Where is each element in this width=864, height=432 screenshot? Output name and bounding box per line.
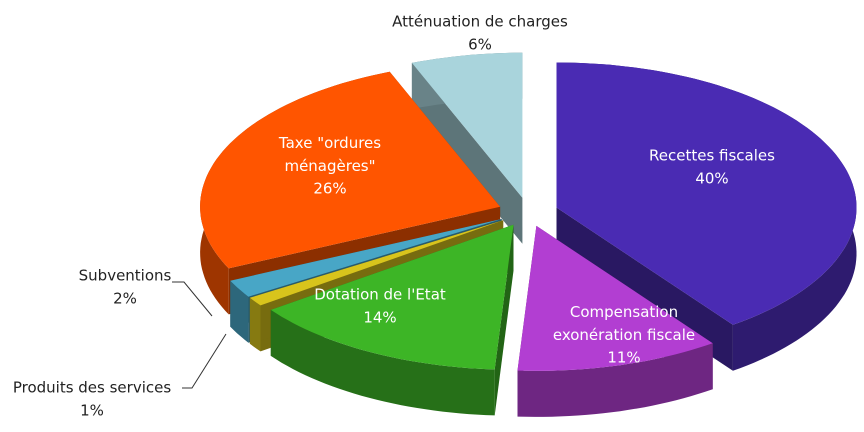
slice-label: Dotation de l'Etat [314,286,446,304]
slice-side [494,224,514,416]
slice-value-label: 6% [468,36,492,54]
slice-side [230,280,249,343]
slice-side [270,309,495,416]
slice [230,219,502,297]
slice [249,220,504,306]
leader-line [182,333,227,389]
slice-side [249,297,261,352]
slice [411,52,523,198]
slice [556,62,857,325]
slice-value-label: 11% [607,349,640,367]
leader-line [172,281,213,317]
slice-label: Taxe "ordures ménagères" [278,134,381,175]
slice-value-label: 26% [313,180,346,198]
slice-value-label: 40% [695,170,728,188]
slice-label: Recettes fiscales [649,147,775,165]
slice [517,225,713,371]
slice-side [517,343,713,417]
slice-value-label: 1% [80,402,104,420]
slice-label: Atténuation de charges [392,13,568,31]
slice-label: Produits des services [13,379,172,397]
slice [270,224,514,370]
slice-label: Subventions [79,267,172,285]
slice-label: Compensation exonération fiscale [553,303,695,344]
slice-value-label: 14% [363,309,396,327]
slice-side [411,62,523,244]
slice-value-label: 2% [113,290,137,308]
slice [200,71,501,269]
